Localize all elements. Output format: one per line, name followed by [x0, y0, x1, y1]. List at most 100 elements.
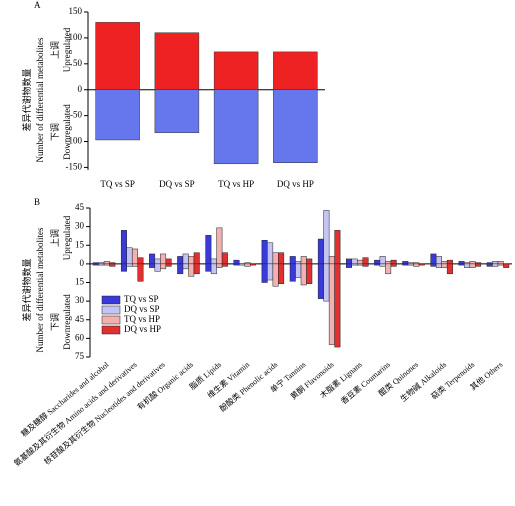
bar — [216, 227, 223, 265]
down-label-cn: 下调 — [50, 123, 60, 141]
bar — [357, 263, 364, 266]
bar — [306, 258, 313, 265]
y-tick-label: 45 — [75, 202, 85, 212]
y-tick-label: -100 — [66, 136, 83, 146]
y-tick-label: -50 — [70, 110, 82, 120]
down-label-en: Downregulated — [62, 294, 72, 350]
bar — [334, 263, 341, 348]
y-tick-label: 30 — [75, 295, 85, 305]
x-tick-label: DQ vs HP — [277, 179, 314, 189]
y-label-cn: 差异代谢物数量 — [21, 68, 32, 131]
y-tick-label: 0 — [80, 258, 85, 268]
bar — [334, 230, 341, 265]
bar — [374, 263, 381, 266]
bar — [154, 32, 200, 90]
bar — [213, 51, 259, 90]
panel-label: A — [34, 0, 41, 10]
bar — [154, 258, 161, 265]
bar — [351, 258, 358, 265]
bar — [435, 256, 442, 265]
bar — [249, 263, 256, 266]
bar — [469, 261, 476, 265]
bar — [137, 263, 144, 282]
bar — [379, 263, 386, 267]
y-tick-label: 15 — [75, 239, 85, 249]
bar — [441, 263, 448, 268]
bar — [289, 263, 296, 282]
bar — [216, 263, 223, 268]
bar — [273, 89, 318, 163]
bar — [458, 263, 465, 266]
bar — [458, 261, 465, 265]
bar — [492, 263, 499, 267]
bar — [103, 261, 110, 265]
x-tick-label: 香豆素 Coumarins — [339, 359, 392, 406]
bar — [351, 263, 358, 266]
bar — [317, 263, 324, 299]
bar — [346, 258, 353, 265]
bar — [244, 263, 251, 267]
bar — [464, 263, 471, 268]
bar — [497, 263, 504, 266]
y-tick-label: 75 — [75, 351, 85, 361]
bar — [323, 263, 330, 302]
bar — [390, 259, 397, 265]
bar — [267, 242, 274, 265]
y-tick-label: 15 — [75, 277, 85, 287]
bar — [328, 263, 335, 345]
bar — [109, 263, 116, 267]
legend-label: DQ vs SP — [124, 304, 160, 314]
bar — [295, 261, 302, 265]
bar — [182, 253, 189, 265]
x-tick-label: 生物碱 Alkaloids — [398, 359, 448, 403]
bar — [267, 263, 274, 281]
bar — [126, 263, 133, 267]
bar — [92, 263, 99, 266]
bar — [154, 89, 200, 133]
bar — [131, 248, 138, 265]
bar — [177, 256, 184, 265]
bar — [213, 89, 259, 165]
legend-swatch — [101, 325, 121, 335]
bar — [210, 258, 217, 265]
bar — [126, 247, 133, 265]
bar — [407, 263, 414, 266]
up-label-en: Upregulated — [62, 215, 72, 260]
y-tick-label: 30 — [75, 221, 85, 231]
legend-swatch — [101, 305, 121, 315]
y-tick-label: 150 — [69, 6, 83, 16]
bar — [193, 252, 200, 265]
bar — [385, 261, 392, 265]
bar — [475, 263, 482, 267]
bar — [210, 263, 217, 275]
bar — [272, 263, 279, 287]
bar — [221, 263, 228, 267]
x-tick-label: TQ vs SP — [100, 179, 135, 189]
bar — [446, 263, 453, 275]
y-tick-label: -150 — [66, 161, 83, 171]
up-label-cn: 上调 — [50, 41, 60, 59]
bar — [346, 263, 353, 268]
bar — [131, 263, 138, 267]
bar — [233, 259, 240, 265]
x-tick-label: 核苷酸及其衍生物 Nucleotides and derivatives — [42, 359, 167, 466]
panel-label: B — [34, 197, 40, 207]
bar — [233, 263, 240, 266]
bar — [430, 263, 437, 267]
bar — [446, 259, 453, 265]
bar — [278, 263, 285, 284]
bar — [441, 261, 448, 265]
bar — [486, 263, 493, 267]
y-tick-label: 50 — [73, 58, 83, 68]
bar — [95, 22, 140, 90]
y-tick-label: 45 — [75, 314, 85, 324]
bar — [238, 263, 245, 266]
bar — [120, 230, 127, 265]
bar — [295, 263, 302, 278]
bar — [95, 89, 140, 141]
bar — [402, 263, 409, 266]
bar — [362, 257, 369, 265]
bar — [362, 263, 369, 267]
bar — [120, 263, 127, 272]
bar — [205, 263, 212, 272]
